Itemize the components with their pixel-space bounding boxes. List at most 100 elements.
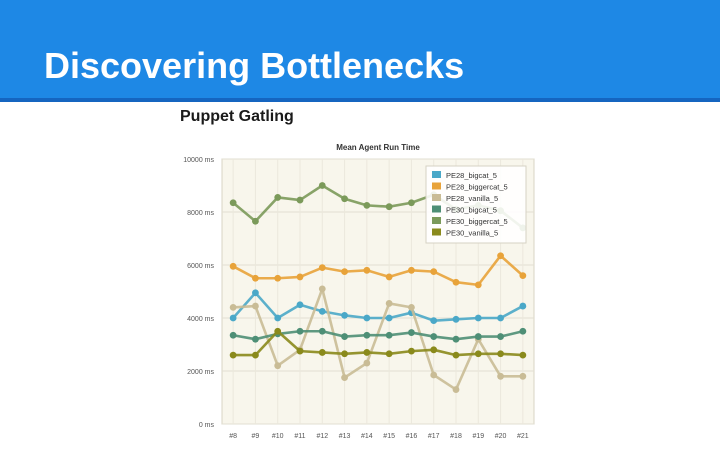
data-point [519, 351, 527, 359]
data-point [252, 335, 259, 343]
data-point [497, 350, 504, 358]
data-point [363, 359, 371, 367]
x-tick-label: #13 [339, 433, 351, 440]
data-point [385, 203, 393, 211]
y-tick-label: 0 ms [199, 422, 215, 429]
y-tick-label: 10000 ms [183, 157, 214, 164]
data-point [252, 217, 259, 225]
x-tick-label: #14 [361, 433, 373, 440]
data-point [252, 302, 259, 310]
series-line [233, 287, 523, 391]
data-point [385, 331, 393, 339]
x-tick-label: #16 [406, 433, 418, 440]
data-point [408, 329, 415, 336]
x-tick-label: #9 [252, 433, 260, 440]
data-point [497, 252, 504, 260]
data-point [452, 351, 460, 359]
data-point [385, 314, 393, 322]
legend-swatch [432, 217, 441, 224]
y-tick-label: 8000 ms [187, 210, 214, 217]
data-point [274, 194, 282, 201]
data-point [341, 350, 348, 358]
x-tick-label: #15 [383, 433, 395, 440]
data-point [430, 346, 438, 354]
data-point [363, 314, 371, 322]
x-tick-label: #20 [495, 433, 507, 440]
data-point [318, 307, 326, 315]
data-point [341, 195, 348, 203]
data-point [296, 301, 304, 309]
x-tick-label: #17 [428, 433, 440, 440]
data-point [474, 314, 482, 322]
x-tick-label: #10 [272, 433, 284, 440]
legend-box [425, 165, 527, 244]
series-line [232, 254, 524, 287]
series-line [232, 291, 524, 322]
data-point [318, 327, 326, 335]
data-point [318, 264, 326, 272]
data-point [341, 311, 348, 319]
data-point [474, 350, 482, 358]
y-tick-label: 6000 ms [187, 263, 214, 270]
x-tick-label: #12 [316, 433, 328, 440]
data-point [519, 372, 527, 380]
data-point [430, 268, 438, 276]
data-point [408, 304, 415, 311]
data-point [452, 278, 460, 286]
data-point [519, 302, 527, 310]
data-point [296, 347, 304, 355]
data-point [296, 327, 304, 335]
data-point [252, 351, 259, 359]
data-point [363, 331, 371, 339]
y-tick-label: 4000 ms [187, 316, 214, 323]
data-point [497, 333, 504, 340]
legend-swatch [432, 205, 441, 213]
data-point [363, 201, 371, 209]
data-point [408, 266, 415, 274]
data-point [452, 386, 460, 393]
data-point [296, 196, 304, 204]
data-point [385, 350, 393, 358]
legend-label: PE30_biggercat_5 [446, 217, 508, 226]
data-point [408, 199, 415, 207]
x-tick-label: #19 [472, 433, 484, 440]
legend-swatch [432, 228, 441, 236]
data-point [363, 266, 371, 274]
data-point [296, 273, 304, 281]
x-tick-label: #21 [517, 433, 529, 440]
data-point [229, 314, 237, 322]
data-point [474, 281, 482, 289]
data-point [252, 274, 259, 282]
data-point [229, 304, 237, 311]
data-point [430, 371, 438, 379]
legend-label: PE28_biggercat_5 [446, 183, 508, 192]
data-point [229, 331, 237, 339]
legend-label: PE30_bigcat_5 [446, 206, 497, 215]
data-point [408, 347, 415, 355]
legend-swatch [432, 171, 441, 178]
y-tick-label: 2000 ms [187, 369, 214, 376]
title-bar-edge [0, 98, 720, 102]
legend-swatch [432, 182, 441, 190]
chart-title: Mean Agent Run Time [336, 143, 420, 152]
legend-label: PE28_bigcat_5 [446, 171, 497, 180]
data-point [341, 268, 348, 276]
data-point [452, 315, 460, 323]
data-point [229, 262, 237, 270]
data-point [430, 317, 438, 325]
data-point [229, 199, 237, 207]
data-point [341, 374, 348, 382]
data-point [474, 333, 482, 340]
data-point [274, 327, 282, 335]
data-point [229, 351, 237, 359]
figure-heading: Puppet Gatling [180, 108, 294, 125]
series-line [233, 329, 523, 357]
data-point [274, 274, 282, 282]
data-point [519, 327, 527, 335]
data-point [363, 349, 371, 356]
data-point [252, 289, 259, 297]
legend-label: PE30_vanilla_5 [446, 229, 498, 238]
x-tick-label: #11 [294, 433, 305, 440]
data-point [497, 314, 504, 322]
